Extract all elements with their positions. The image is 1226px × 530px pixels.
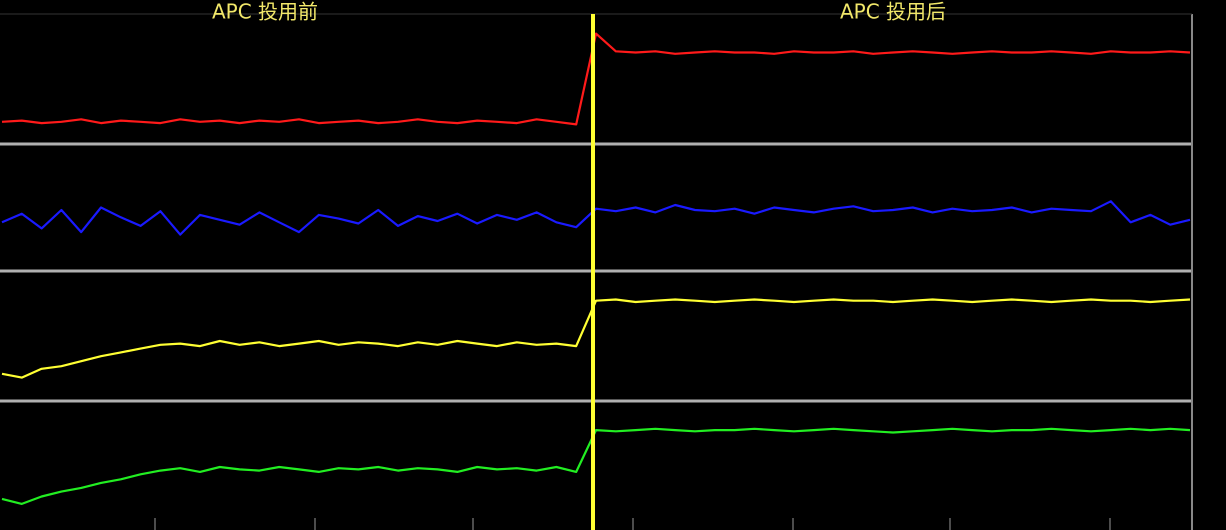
trend-line <box>1 32 1191 126</box>
trend-line <box>1 298 1191 379</box>
trend-line <box>1 200 1191 236</box>
frame <box>0 13 1193 530</box>
after-label: APC 投用后 <box>840 0 946 24</box>
before-label: APC 投用前 <box>212 0 318 24</box>
trend-line <box>1 427 1191 505</box>
bottom-ticks <box>154 518 1111 530</box>
